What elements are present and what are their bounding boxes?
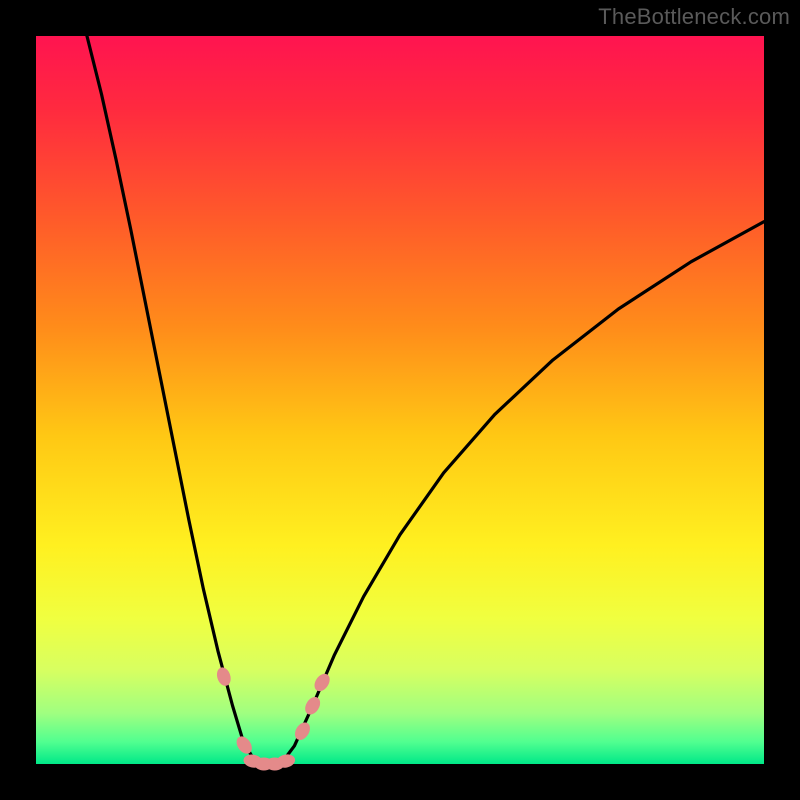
- bottleneck-chart: [0, 0, 800, 800]
- watermark-text: TheBottleneck.com: [598, 4, 790, 30]
- plot-area: [36, 36, 764, 764]
